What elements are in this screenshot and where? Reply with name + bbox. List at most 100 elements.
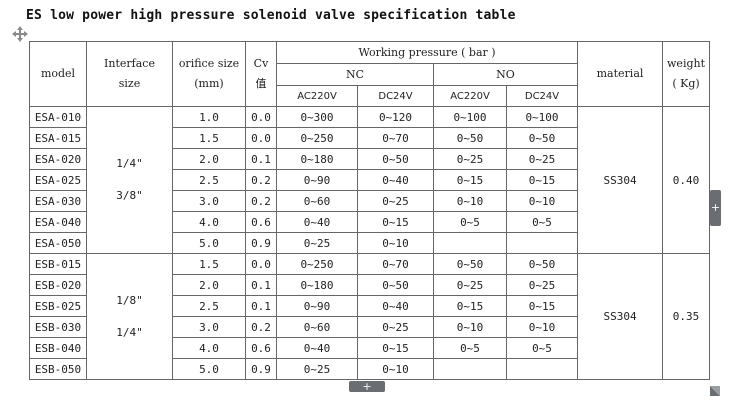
no-ac220v-cell: 0~50 [433,253,507,275]
no-ac220v-cell: 0~10 [433,316,507,338]
table-row: ESB-030 3.0 0.2 0~60 0~25 0~10 0~10 [29,316,710,338]
specification-table: model Interface size orifice size (mm) C… [29,41,711,380]
nc-dc24v-cell: 0~10 [357,358,434,380]
nc-ac220v-cell: 0~250 [276,127,358,149]
nc-ac220v-cell: 0~180 [276,274,358,296]
no-dc24v-cell: 0~100 [505,106,579,128]
nc-ac220v-cell: 0~40 [276,337,358,359]
header-cv: Cv 值 [245,41,277,107]
orifice-cell: 4.0 [172,337,246,359]
table-row: ESB-050 5.0 0.9 0~25 0~10 [29,358,710,380]
model-cell: ESA-040 [29,211,87,233]
header-nc-dc24v: DC24V [357,85,434,107]
orifice-cell: 1.5 [172,127,246,149]
header-weight: weight ( Kg) [662,41,711,107]
model-cell: ESA-050 [29,232,87,254]
nc-dc24v-cell: 0~70 [357,127,434,149]
model-cell: ESA-020 [29,148,87,170]
nc-ac220v-cell: 0~40 [276,211,358,233]
plus-icon: + [362,380,372,393]
no-dc24v-cell: 0~10 [505,316,579,338]
cv-cell: 0.2 [245,316,277,338]
no-dc24v-cell: 0~10 [505,190,579,212]
nc-ac220v-cell: 0~90 [276,295,358,317]
orifice-cell: 3.0 [172,190,246,212]
table-row: ESA-015 1.5 0.0 0~250 0~70 0~50 0~50 [29,127,710,149]
header-no-dc24v: DC24V [505,85,579,107]
table-row: ESB-025 2.5 0.1 0~90 0~40 0~15 0~15 [29,295,710,317]
model-cell: ESB-030 [29,316,87,338]
nc-dc24v-cell: 0~70 [357,253,434,275]
orifice-cell: 1.5 [172,253,246,275]
model-cell: ESB-050 [29,358,87,380]
no-ac220v-cell: 0~5 [433,337,507,359]
nc-dc24v-cell: 0~25 [357,190,434,212]
cv-cell: 0.6 [245,337,277,359]
orifice-cell: 5.0 [172,232,246,254]
interface-size-value: 3/8" [116,189,143,202]
header-interface-size: Interface size [86,41,173,107]
no-ac220v-cell: 0~15 [433,295,507,317]
nc-dc24v-cell: 0~120 [357,106,434,128]
cv-cell: 0.6 [245,211,277,233]
cv-cell: 0.1 [245,148,277,170]
model-cell: ESA-015 [29,127,87,149]
no-ac220v-cell: 0~50 [433,127,507,149]
model-cell: ESB-015 [29,253,87,275]
no-ac220v-cell: 0~15 [433,169,507,191]
plus-icon: + [710,201,721,214]
nc-dc24v-cell: 0~15 [357,211,434,233]
page-title: ES low power high pressure solenoid valv… [26,8,516,23]
header-orifice-line1: orifice size [178,57,240,70]
header-nc: NC [276,63,434,86]
nc-ac220v-cell: 0~60 [276,190,358,212]
table-row: ESA-040 4.0 0.6 0~40 0~15 0~5 0~5 [29,211,710,233]
cv-cell: 0.0 [245,253,277,275]
no-ac220v-cell [433,358,507,380]
header-weight-line1: weight [667,57,706,70]
model-cell: ESB-025 [29,295,87,317]
orifice-cell: 4.0 [172,211,246,233]
orifice-cell: 2.0 [172,148,246,170]
no-dc24v-cell: 0~15 [505,169,579,191]
no-dc24v-cell [505,232,579,254]
no-dc24v-cell [505,358,579,380]
interface-size-value: 1/8" [116,293,143,307]
cv-cell: 0.2 [245,190,277,212]
nc-dc24v-cell: 0~40 [357,295,434,317]
nc-dc24v-cell: 0~50 [357,274,434,296]
nc-ac220v-cell: 0~90 [276,169,358,191]
model-cell: ESA-025 [29,169,87,191]
table-row: ESA-025 2.5 0.2 0~90 0~40 0~15 0~15 [29,169,710,191]
cv-cell: 0.9 [245,232,277,254]
resize-corner-icon[interactable] [710,381,720,396]
nc-dc24v-cell: 0~25 [357,316,434,338]
no-dc24v-cell: 0~50 [505,253,579,275]
nc-dc24v-cell: 0~15 [357,337,434,359]
orifice-cell: 2.0 [172,274,246,296]
model-cell: ESB-040 [29,337,87,359]
orifice-cell: 2.5 [172,169,246,191]
cv-cell: 0.9 [245,358,277,380]
interface-size-value: 1/4" [116,157,143,170]
no-ac220v-cell: 0~100 [433,106,507,128]
cv-cell: 0.1 [245,295,277,317]
cv-cell: 0.0 [245,106,277,128]
no-dc24v-cell: 0~25 [505,148,579,170]
no-dc24v-cell: 0~5 [505,337,579,359]
side-expand-button[interactable]: + [710,190,721,226]
orifice-cell: 1.0 [172,106,246,128]
bottom-expand-button[interactable]: + [349,381,385,392]
nc-ac220v-cell: 0~300 [276,106,358,128]
table-row: ESA-020 2.0 0.1 0~180 0~50 0~25 0~25 [29,148,710,170]
no-dc24v-cell: 0~25 [505,274,579,296]
header-no-ac220v: AC220V [433,85,507,107]
table-row: ESB-020 2.0 0.1 0~180 0~50 0~25 0~25 [29,274,710,296]
nc-dc24v-cell: 0~40 [357,169,434,191]
header-orifice-size: orifice size (mm) [172,41,246,107]
header-interface-line1: Interface [104,57,155,70]
weight-cell: 0.40 [662,106,711,254]
move-arrows-icon[interactable] [12,26,28,42]
no-ac220v-cell: 0~5 [433,211,507,233]
orifice-cell: 2.5 [172,295,246,317]
